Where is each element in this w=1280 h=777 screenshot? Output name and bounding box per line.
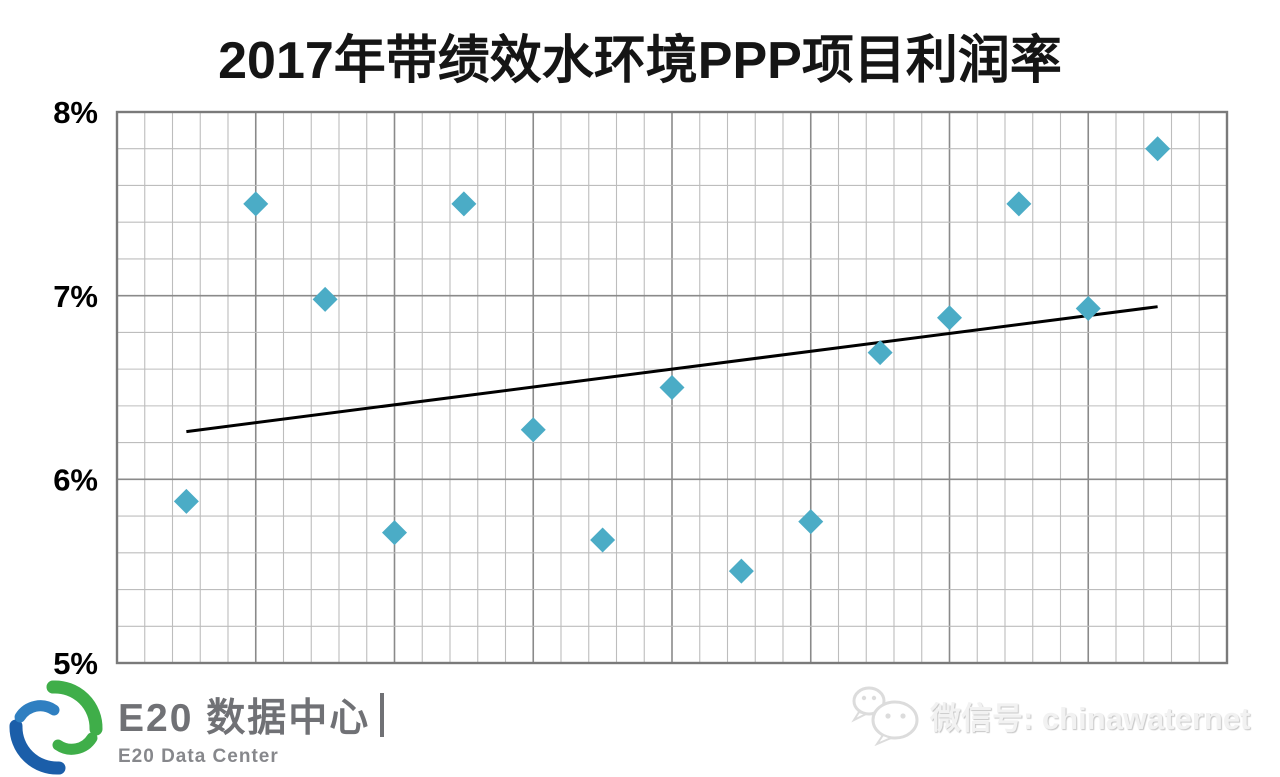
e20-logo-text: E20 数据中心 E20 Data Center <box>118 687 385 768</box>
e20-logo-icon <box>9 680 103 775</box>
y-tick-label: 5% <box>53 646 98 681</box>
data-point <box>798 509 824 535</box>
data-point <box>382 520 407 546</box>
data-point <box>1075 296 1101 322</box>
data-point <box>728 558 754 584</box>
data-point <box>312 286 338 312</box>
data-point <box>1006 191 1032 217</box>
plot-border <box>115 110 1229 665</box>
data-point <box>243 191 269 217</box>
data-point <box>520 417 546 443</box>
data-point <box>173 488 199 514</box>
data-point <box>451 191 477 217</box>
data-point <box>1145 136 1171 162</box>
trendline <box>186 305 1158 434</box>
wechat-icon <box>851 686 919 746</box>
logo-divider <box>380 693 385 737</box>
y-tick-label: 7% <box>53 279 98 314</box>
logo-text-en: E20 Data Center <box>118 746 279 767</box>
logo-text-cn: E20 数据中心 <box>118 697 371 740</box>
wechat-watermark: 微信号: chinawaternet <box>850 684 1250 746</box>
e20-logo: E20 数据中心 E20 Data Center <box>6 678 385 777</box>
y-tick-label: 6% <box>53 462 98 497</box>
y-tick-label: 8% <box>53 95 98 130</box>
data-point <box>867 340 893 366</box>
data-point <box>659 375 685 400</box>
data-point <box>937 305 962 331</box>
data-point <box>590 527 616 553</box>
chart-title: 2017年带绩效水环境PPP项目利润率 <box>218 32 1062 90</box>
wechat-id-text: 微信号: chinawaternet <box>930 700 1251 736</box>
